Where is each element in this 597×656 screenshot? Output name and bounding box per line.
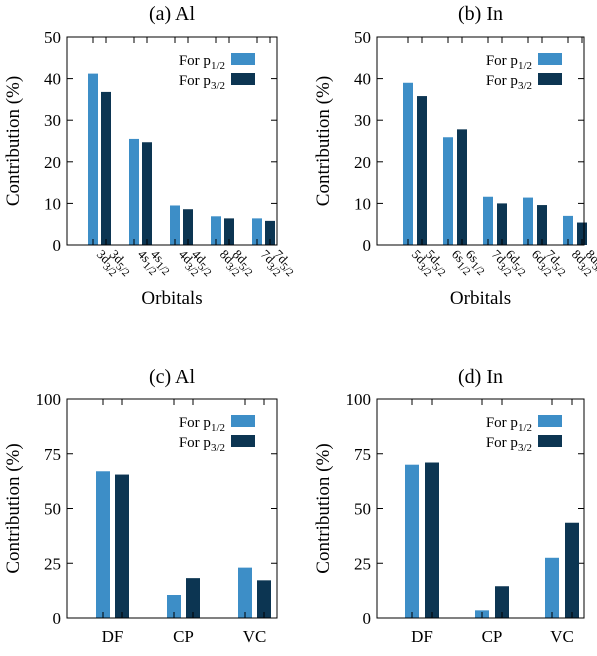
y-tick-label: 20 xyxy=(44,153,61,172)
y-tick-label: 75 xyxy=(354,445,371,464)
bar-p1-2 xyxy=(483,196,493,245)
bar-p3-2 xyxy=(186,578,200,618)
y-tick-label: 40 xyxy=(44,70,61,89)
bar-p1-2 xyxy=(545,557,559,618)
y-tick-label: 10 xyxy=(354,194,371,213)
y-tick-label: 0 xyxy=(363,236,372,255)
y-tick-label: 100 xyxy=(36,390,62,409)
y-axis-label: Contribution (%) xyxy=(3,443,24,573)
bar-p3-2 xyxy=(101,91,111,245)
bar-p3-2 xyxy=(425,462,439,618)
y-tick-label: 20 xyxy=(354,153,371,172)
chart-title: (b) In xyxy=(458,3,503,25)
bar-p3-2 xyxy=(265,220,275,245)
legend-label: For p3/2 xyxy=(486,435,532,454)
legend-swatch xyxy=(231,53,255,65)
y-axis-label: Contribution (%) xyxy=(3,76,24,206)
bar-p3-2 xyxy=(224,218,234,245)
bar-p3-2 xyxy=(142,142,152,245)
x-axis-label: Orbitals xyxy=(450,288,511,309)
y-tick-label: 0 xyxy=(53,236,62,255)
bar-p3-2 xyxy=(417,96,427,246)
plot-frame xyxy=(66,398,278,619)
legend-label: For p1/2 xyxy=(179,415,225,434)
bar-p3-2 xyxy=(457,129,467,245)
legend-label: For p3/2 xyxy=(486,73,532,92)
x-tick-label: VC xyxy=(550,627,574,646)
bar-p3-2 xyxy=(497,203,507,245)
bar-p1-2 xyxy=(405,464,419,618)
y-tick-label: 100 xyxy=(346,390,372,409)
bar-p3-2 xyxy=(183,209,193,245)
bar-p1-2 xyxy=(403,82,413,245)
x-tick-label: DF xyxy=(102,627,124,646)
x-tick-label: VC xyxy=(243,627,267,646)
bar-p3-2 xyxy=(537,205,547,245)
legend-label: For p1/2 xyxy=(486,53,532,72)
legend-swatch xyxy=(538,53,562,65)
x-tick-label: 4d5/2 xyxy=(186,247,219,280)
plot-frame xyxy=(376,36,585,246)
y-tick-label: 0 xyxy=(363,609,372,628)
legend-swatch xyxy=(538,415,562,427)
bar-p1-2 xyxy=(563,215,573,245)
chart-title: (a) Al xyxy=(149,3,196,25)
chart-panel-4: (d) In Contribution (%) 0 25 50 75 100 DF CP VC Fo… xyxy=(313,366,585,646)
y-tick-label: 50 xyxy=(354,28,371,47)
legend-swatch xyxy=(231,435,255,447)
bar-p1-2 xyxy=(88,73,98,245)
bar-p1-2 xyxy=(238,567,252,618)
legend-swatch xyxy=(231,73,255,85)
bar-p3-2 xyxy=(257,580,271,618)
y-tick-label: 75 xyxy=(44,445,61,464)
bar-p3-2 xyxy=(495,586,509,618)
y-tick-label: 50 xyxy=(44,500,61,519)
bar-p1-2 xyxy=(96,471,110,618)
bar-p1-2 xyxy=(443,137,453,245)
y-tick-label: 50 xyxy=(354,500,371,519)
legend-label: For p3/2 xyxy=(179,73,225,92)
bar-p1-2 xyxy=(129,138,139,245)
y-tick-label: 50 xyxy=(44,28,61,47)
legend-label: For p1/2 xyxy=(179,53,225,72)
legend-swatch xyxy=(538,73,562,85)
x-tick-label: DF xyxy=(411,627,433,646)
legend-label: For p1/2 xyxy=(486,415,532,434)
bar-p1-2 xyxy=(252,218,262,245)
x-tick-label: 5d3/2 xyxy=(406,247,439,280)
x-tick-label: CP xyxy=(173,627,194,646)
bar-p1-2 xyxy=(167,595,181,618)
chart-panel-3: (c) Al Contribution (%) 0 25 50 75 100 DF CP VC Fo… xyxy=(3,366,278,646)
y-tick-label: 25 xyxy=(354,554,371,573)
bar-p1-2 xyxy=(211,216,221,245)
chart-title: (c) Al xyxy=(149,366,196,388)
bar-p1-2 xyxy=(170,205,180,245)
y-tick-label: 10 xyxy=(44,194,61,213)
y-tick-label: 0 xyxy=(53,609,62,628)
bar-p3-2 xyxy=(565,522,579,618)
bar-p1-2 xyxy=(523,197,533,245)
x-axis-label: Orbitals xyxy=(141,288,202,309)
y-tick-label: 40 xyxy=(354,70,371,89)
bar-p3-2 xyxy=(115,474,129,618)
bar-p3-2 xyxy=(577,222,587,245)
chart-title: (d) In xyxy=(458,366,503,388)
y-tick-label: 25 xyxy=(44,554,61,573)
y-axis-label: Contribution (%) xyxy=(313,443,334,573)
plot-frame xyxy=(376,398,585,619)
legend-swatch xyxy=(231,415,255,427)
legend-swatch xyxy=(538,435,562,447)
x-tick-label: CP xyxy=(482,627,503,646)
legend-label: For p3/2 xyxy=(179,435,225,454)
plot-frame xyxy=(66,36,278,246)
x-tick-label: 3d5/2 xyxy=(104,247,137,280)
y-tick-label: 30 xyxy=(354,111,371,130)
y-tick-label: 30 xyxy=(44,111,61,130)
y-axis-label: Contribution (%) xyxy=(313,76,334,206)
